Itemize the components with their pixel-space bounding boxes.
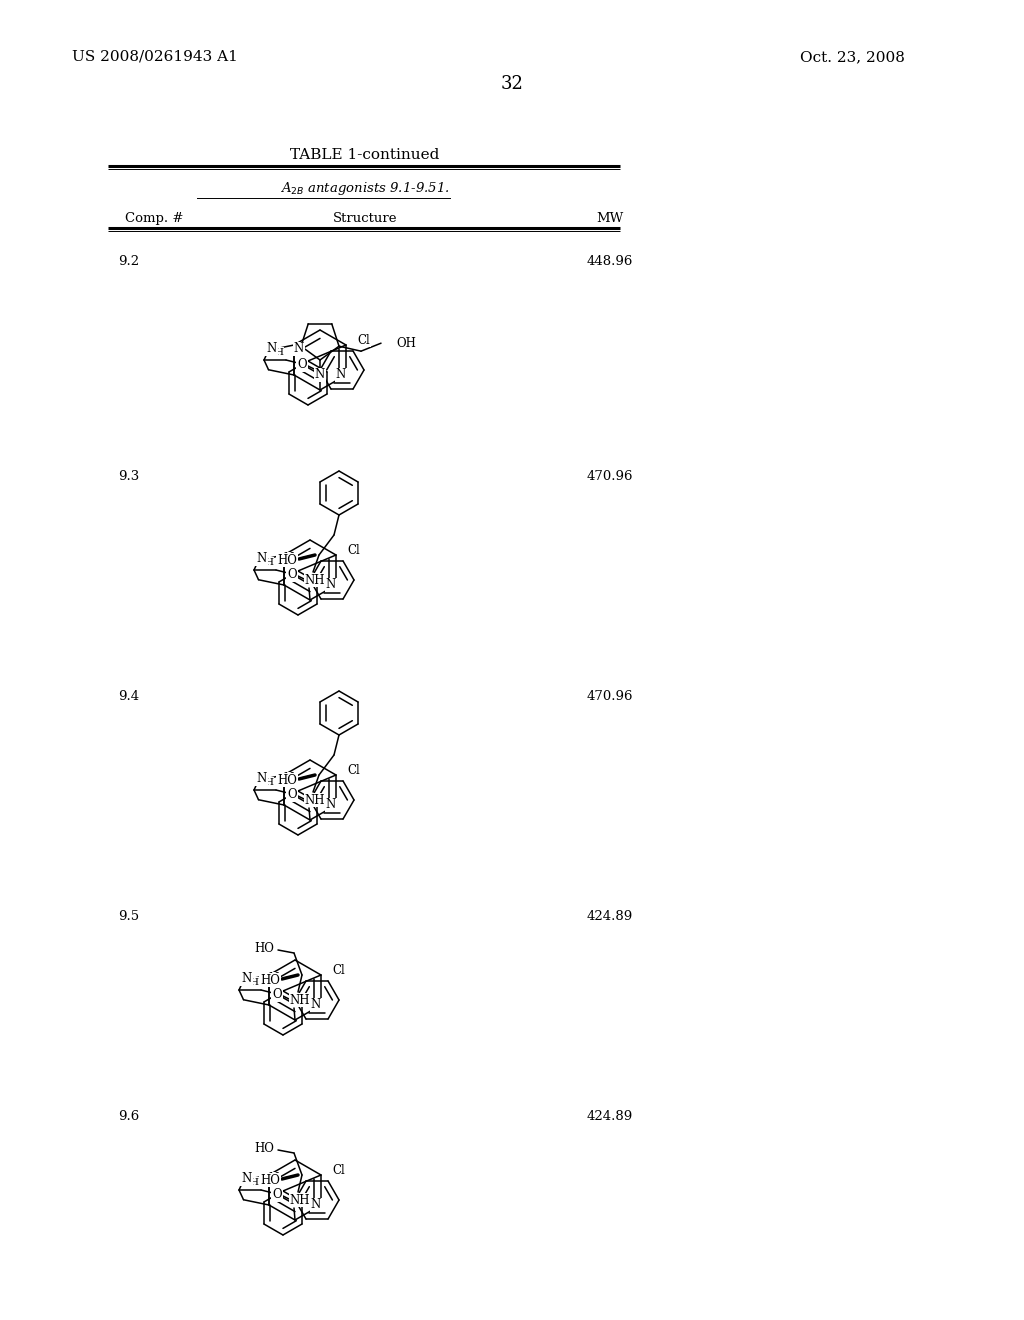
Text: O: O (287, 788, 297, 801)
Text: N: N (269, 973, 280, 986)
Text: NH: NH (305, 793, 326, 807)
Text: OH: OH (396, 337, 416, 350)
Text: A$_{2B}$ antagonists 9.1-9.51.: A$_{2B}$ antagonists 9.1-9.51. (281, 180, 450, 197)
Text: 424.89: 424.89 (587, 1110, 633, 1123)
Text: 32: 32 (501, 75, 523, 92)
Text: N: N (284, 553, 294, 565)
Text: TABLE 1-continued: TABLE 1-continued (291, 148, 439, 162)
Text: O: O (272, 989, 282, 1002)
Text: HO: HO (278, 774, 297, 787)
Text: N: N (242, 1172, 252, 1185)
Text: 9.4: 9.4 (118, 690, 139, 704)
Text: 9.3: 9.3 (118, 470, 139, 483)
Text: NH: NH (290, 994, 310, 1006)
Text: NH: NH (290, 1193, 310, 1206)
Text: N: N (326, 578, 336, 591)
Text: O: O (297, 359, 307, 371)
Text: 448.96: 448.96 (587, 255, 633, 268)
Text: O: O (272, 1188, 282, 1201)
Text: Cl: Cl (357, 334, 370, 346)
Text: HO: HO (260, 974, 280, 986)
Text: N: N (242, 972, 252, 985)
Text: Cl: Cl (347, 763, 359, 776)
Text: 424.89: 424.89 (587, 909, 633, 923)
Text: N: N (266, 342, 276, 355)
Text: 9.2: 9.2 (118, 255, 139, 268)
Text: O: O (287, 569, 297, 582)
Text: N: N (256, 552, 266, 565)
Text: HO: HO (254, 941, 274, 954)
Text: H: H (264, 777, 273, 787)
Text: Cl: Cl (347, 544, 359, 557)
Text: Structure: Structure (333, 213, 397, 224)
Text: Oct. 23, 2008: Oct. 23, 2008 (800, 50, 905, 63)
Text: N: N (269, 1172, 280, 1185)
Text: Cl: Cl (332, 964, 345, 977)
Text: H: H (264, 558, 273, 566)
Text: 9.6: 9.6 (118, 1110, 139, 1123)
Text: HO: HO (278, 553, 297, 566)
Text: H: H (249, 978, 258, 987)
Text: N: N (336, 368, 346, 381)
Text: N: N (256, 772, 266, 785)
Text: Comp. #: Comp. # (125, 213, 183, 224)
Text: N: N (311, 998, 322, 1011)
Text: HO: HO (260, 1173, 280, 1187)
Text: 470.96: 470.96 (587, 690, 633, 704)
Text: N: N (326, 799, 336, 812)
Text: 470.96: 470.96 (587, 470, 633, 483)
Text: Cl: Cl (332, 1163, 345, 1176)
Text: N: N (314, 368, 326, 381)
Text: H: H (274, 347, 283, 356)
Text: H: H (249, 1177, 258, 1187)
Text: N: N (284, 772, 294, 785)
Text: MW: MW (596, 213, 624, 224)
Text: 9.5: 9.5 (118, 909, 139, 923)
Text: US 2008/0261943 A1: US 2008/0261943 A1 (72, 50, 238, 63)
Text: HO: HO (254, 1142, 274, 1155)
Text: N: N (311, 1199, 322, 1212)
Text: NH: NH (305, 573, 326, 586)
Text: N: N (294, 342, 304, 355)
